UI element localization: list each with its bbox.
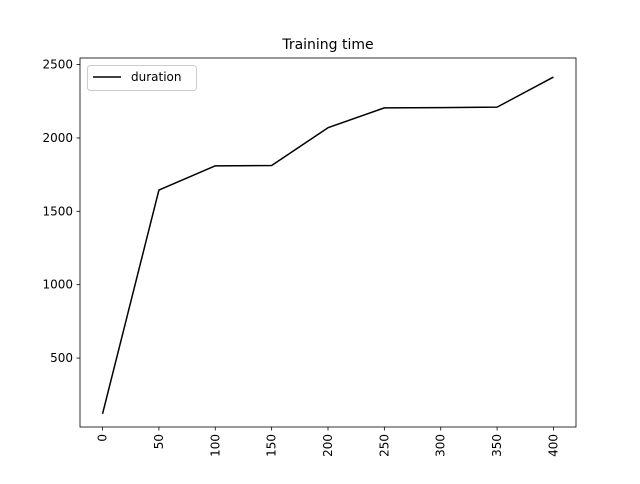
x-tick-label: 250: [377, 434, 391, 457]
x-tick-label: 50: [152, 434, 166, 449]
y-tick-label: 500: [50, 351, 73, 365]
series-line-0: [101, 76, 554, 414]
x-tick-label: 350: [490, 434, 504, 457]
y-tick-label: 2500: [42, 58, 73, 72]
legend: duration: [87, 65, 197, 91]
x-tick-label: 400: [546, 434, 560, 457]
y-tick-label: 1000: [42, 278, 73, 292]
plot-area: [101, 76, 554, 414]
x-tick-label: 0: [96, 434, 110, 442]
legend-label: duration: [131, 70, 182, 84]
chart-title: Training time: [281, 37, 373, 53]
x-tick-label: 100: [208, 434, 222, 457]
axes: 0 50 100 150 200 250 300 350 400 500 1000 1500 2000 2…: [42, 57, 577, 457]
x-tick-label: 150: [265, 434, 279, 457]
y-tick-label: 2000: [42, 131, 73, 145]
y-tick-label: 1500: [42, 204, 73, 218]
x-tick-label: 300: [434, 434, 448, 457]
legend-box: [87, 65, 197, 91]
x-tick-label: 200: [321, 434, 335, 457]
